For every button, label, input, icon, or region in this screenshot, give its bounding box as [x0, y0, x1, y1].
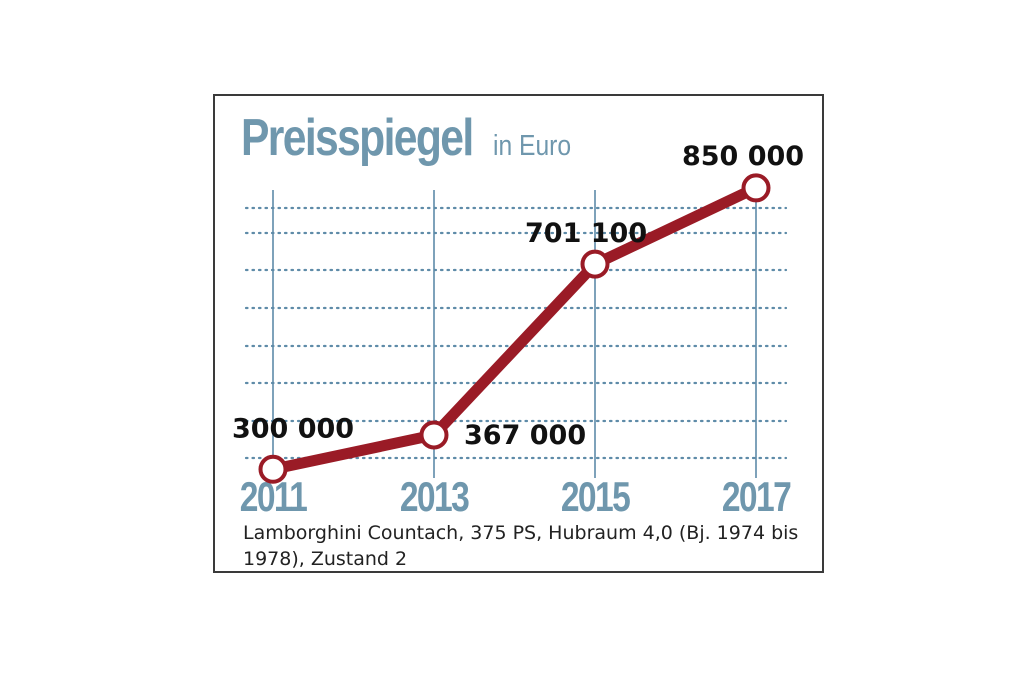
data-point-2011	[258, 454, 288, 484]
chart-caption: Lamborghini Countach, 375 PS, Hubraum 4,…	[243, 522, 799, 570]
data-label-2015: 701 100	[525, 218, 647, 249]
chart-subtitle: in Euro	[493, 130, 572, 162]
data-label-2013: 367 000	[464, 420, 586, 451]
x-tick-label-2015: 2015	[561, 475, 631, 521]
data-label-2011: 300 000	[232, 413, 354, 444]
series-line	[267, 182, 762, 475]
x-tick-label-2013: 2013	[400, 475, 469, 521]
data-label-2017: 850 000	[682, 141, 804, 172]
data-point-2013	[419, 420, 449, 450]
chart-frame	[213, 94, 824, 573]
data-point-2017	[741, 173, 771, 203]
x-tick-label-2017: 2017	[722, 475, 791, 521]
chart-title-block: Preisspiegel in Euro	[241, 108, 571, 168]
data-point-2015	[580, 249, 610, 279]
chart-title: Preisspiegel	[241, 109, 474, 167]
